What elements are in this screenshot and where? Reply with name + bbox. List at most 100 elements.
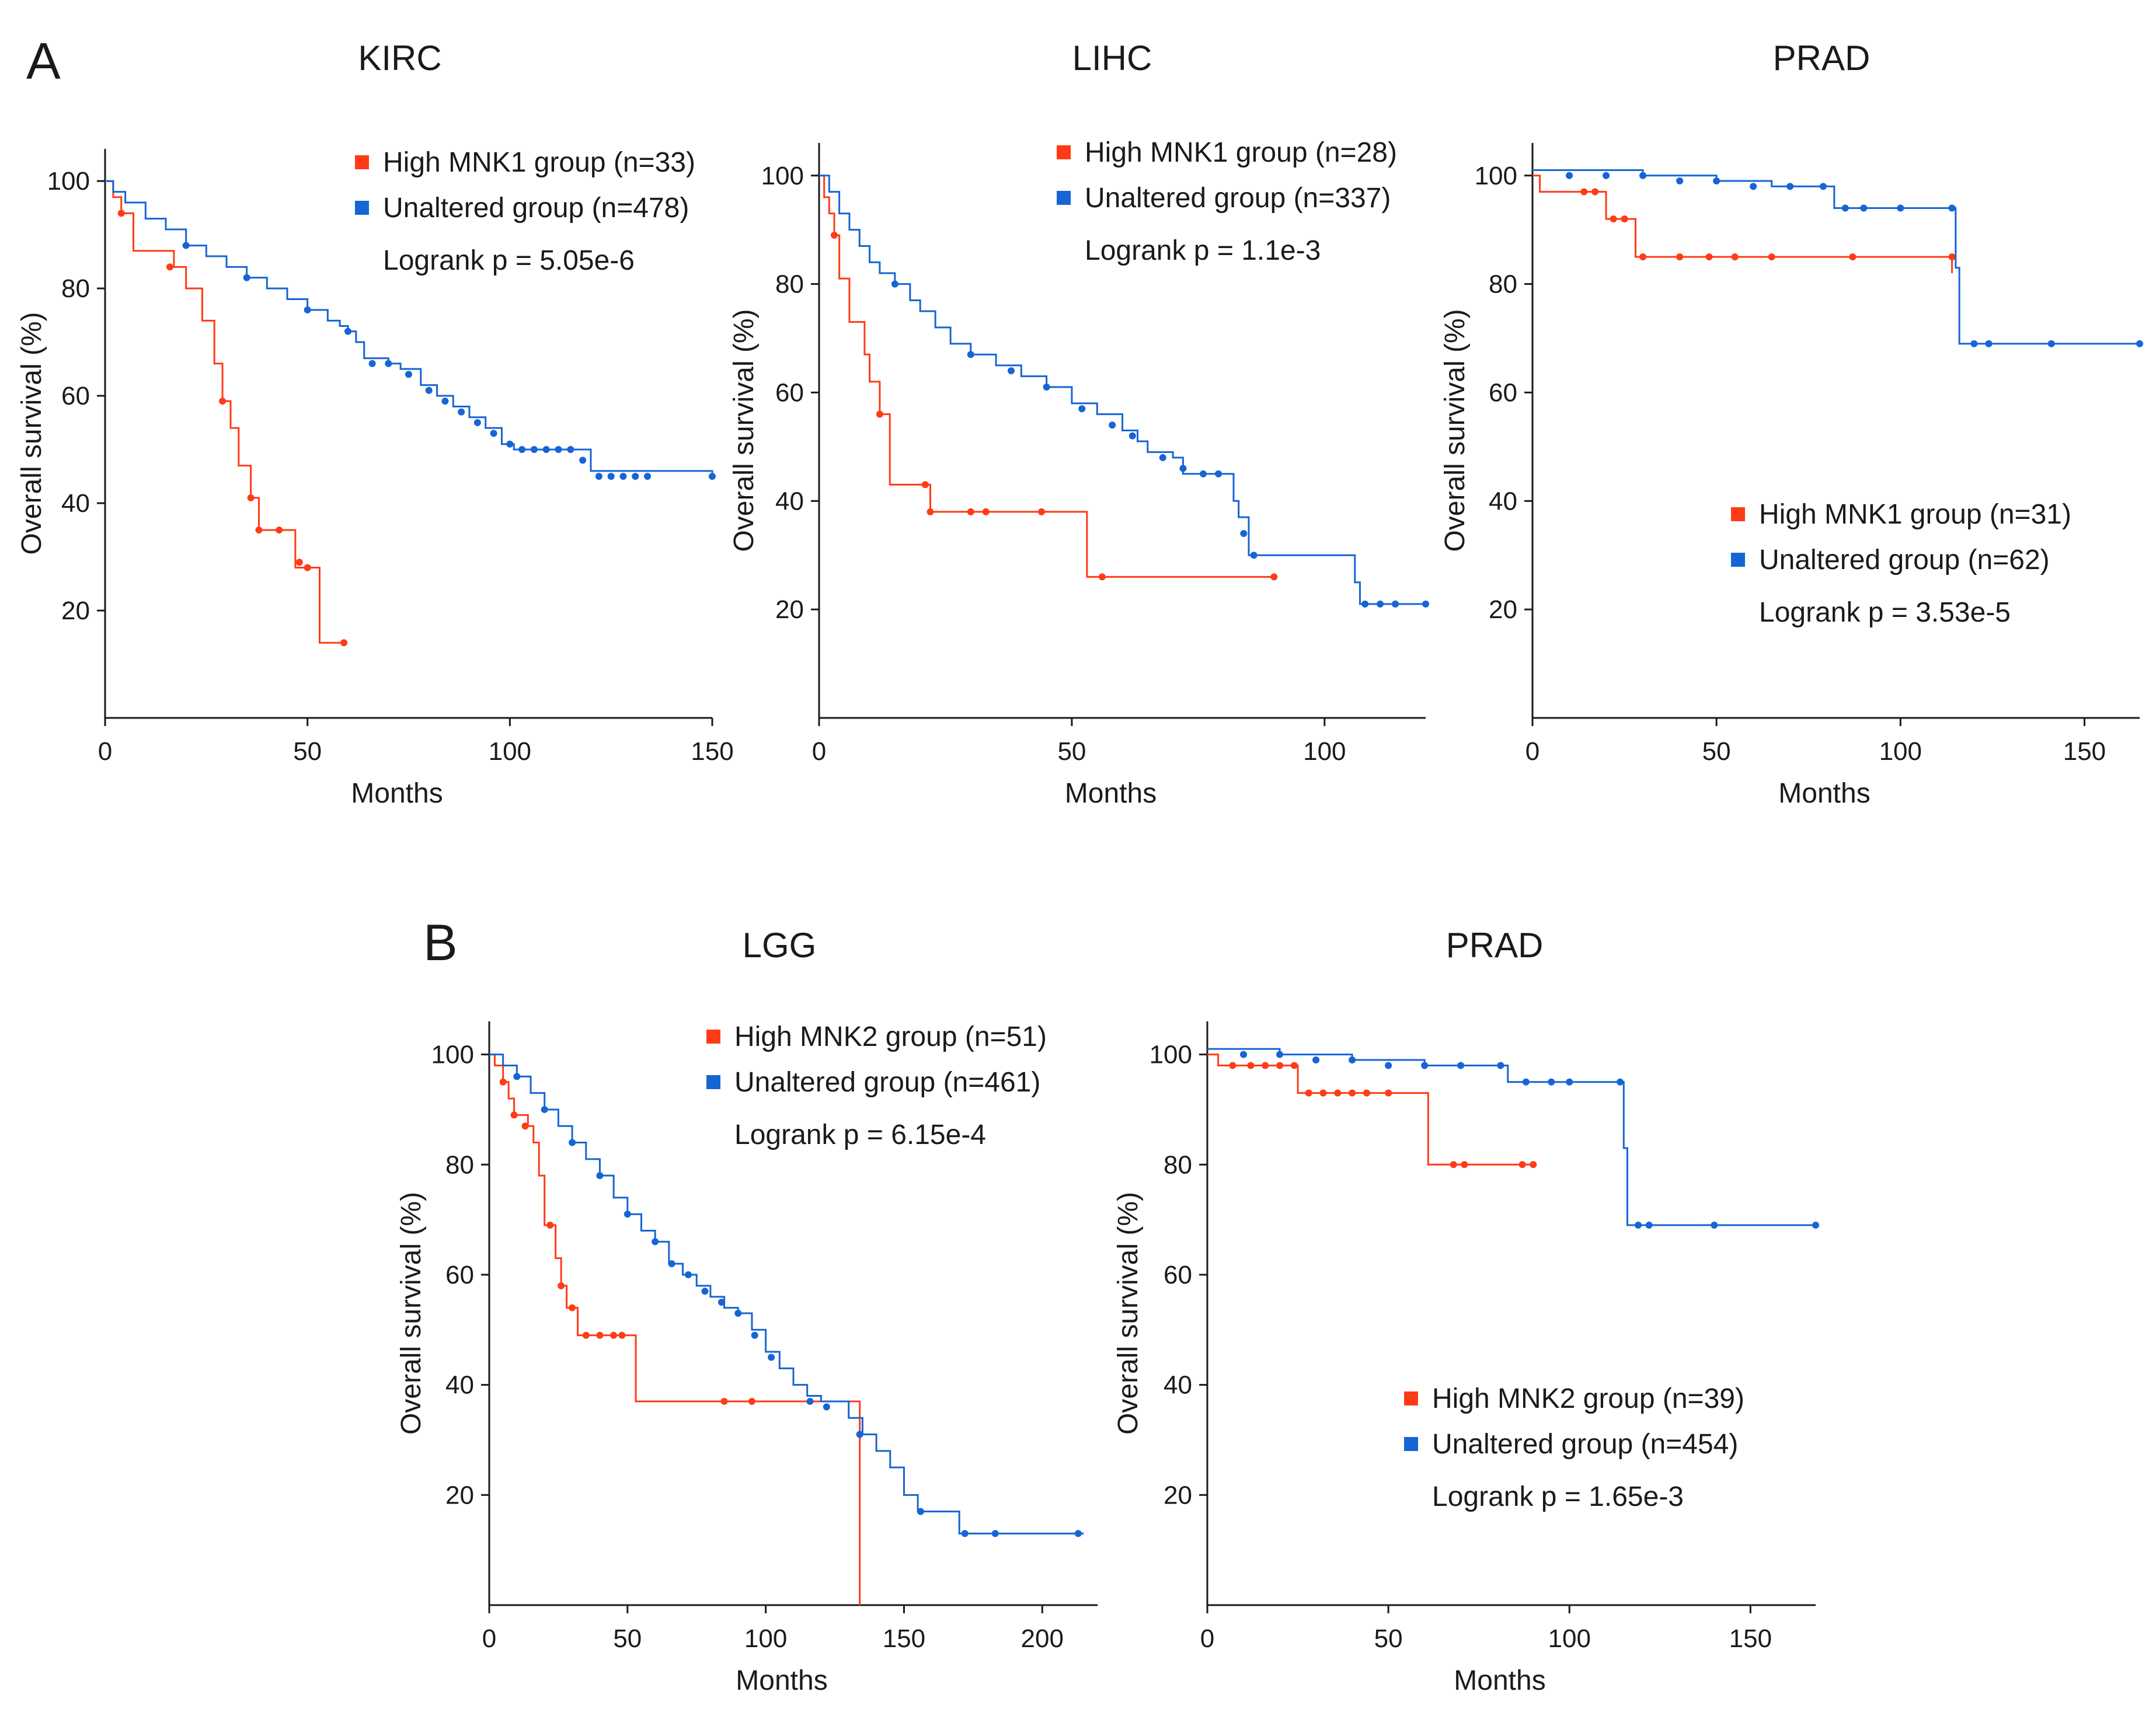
chart-1-y-tick-label: 20 [775, 595, 804, 624]
chart-4-series-0-censor-mark [1276, 1062, 1284, 1069]
chart-4-series-1-censor-mark [1457, 1062, 1465, 1069]
lgg-survival-chart: LGG 0 50 100 150 200 20 40 60 80 100 Months Overall … [396, 926, 1098, 1696]
chart-3-series-1-censor-mark [961, 1530, 969, 1537]
chart-2-series-0-censor-mark [1591, 188, 1599, 196]
chart-0-y-tick-label: 100 [47, 167, 90, 196]
chart-1-x-tick-label: 50 [1057, 737, 1086, 766]
chart-0-series-0-censor-mark [117, 210, 125, 217]
chart-4-series-1-censor-mark [1497, 1062, 1504, 1069]
chart-0-y-tick-label: 40 [61, 489, 90, 518]
chart-1-series-0-censor-mark [1098, 573, 1106, 581]
chart-4-series-0-censor-mark [1530, 1161, 1537, 1169]
chart-2-x-tick-label: 150 [2063, 737, 2106, 766]
chart-1-series-0-censor-mark [1037, 508, 1045, 515]
chart-3-series-0-censor-mark [720, 1397, 728, 1405]
chart-3-series-1-censor-mark [569, 1139, 576, 1146]
chart-3-series-1-censor-mark [1074, 1530, 1082, 1537]
chart-1-series-1-censor-mark [1109, 421, 1116, 429]
chart-1-series-1-censor-mark [1179, 465, 1187, 472]
chart-2-x-tick-label: 0 [1525, 737, 1539, 766]
chart-2-legend-swatch [1731, 553, 1745, 567]
chart-3-series-0-censor-mark [618, 1331, 626, 1339]
chart-1-series-0-censor-mark [927, 508, 934, 515]
chart-3-legend-swatch [706, 1075, 720, 1089]
chart-3-series-1-censor-mark [701, 1288, 709, 1295]
chart-3-x-tick-label: 200 [1021, 1624, 1064, 1653]
chart-3-x-tick-label: 150 [883, 1624, 925, 1653]
chart-3-title: LGG [743, 926, 817, 965]
chart-3-series-1-survival-curve [489, 1054, 1084, 1534]
chart-0-series-1-censor-mark [344, 327, 351, 335]
chart-2-legend-label: High MNK1 group (n=31) [1759, 499, 2071, 530]
prad-a-survival-chart: PRAD 0 50 100 150 20 40 60 80 100 Months Overall su… [1440, 39, 2143, 809]
chart-2-x-tick-label: 50 [1702, 737, 1731, 766]
chart-0-legend-swatch [355, 155, 369, 169]
chart-4-x-tick-label: 0 [1200, 1624, 1214, 1653]
chart-1-series-0-censor-mark [982, 508, 990, 515]
chart-1-series-1-censor-mark [1422, 600, 1429, 608]
chart-4-y-tick-label: 60 [1164, 1261, 1192, 1289]
chart-2-series-1-censor-mark [1841, 204, 1849, 212]
chart-3-legend-label: Unaltered group (n=461) [734, 1067, 1040, 1098]
chart-2-y-axis-title: Overall survival (%) [1440, 309, 1471, 552]
chart-4-y-tick-label: 80 [1164, 1150, 1192, 1179]
chart-3-series-1-censor-mark [917, 1508, 924, 1515]
chart-3-y-tick-label: 80 [445, 1150, 474, 1179]
chart-2-legend-label: Unaltered group (n=62) [1759, 545, 2050, 576]
chart-2-y-tick-label: 60 [1489, 378, 1517, 407]
chart-1-series-0-censor-mark [830, 231, 838, 239]
chart-4-series-1-censor-mark [1645, 1222, 1653, 1229]
chart-4-series-1-censor-mark [1240, 1051, 1248, 1058]
chart-2-series-0-survival-curve [1532, 175, 1953, 274]
chart-1-y-tick-label: 100 [761, 162, 804, 190]
chart-0-series-1-censor-mark [458, 408, 465, 416]
chart-0-y-axis-title: Overall survival (%) [16, 312, 47, 554]
chart-3-series-0-censor-mark [748, 1397, 755, 1405]
chart-2-series-1-censor-mark [1750, 183, 1757, 190]
chart-1-series-0-censor-mark [921, 481, 929, 489]
chart-1-y-tick-label: 80 [775, 270, 804, 299]
chart-1-series-1-censor-mark [1215, 470, 1222, 477]
chart-4-series-0-censor-mark [1229, 1062, 1237, 1069]
chart-1-x-axis-title: Months [1065, 778, 1157, 809]
chart-1-series-1-censor-mark [1377, 600, 1384, 608]
chart-0-series-0-survival-curve [105, 180, 344, 644]
chart-3-series-0-censor-mark [499, 1078, 507, 1086]
chart-1-series-1-censor-mark [1128, 432, 1136, 440]
chart-0-y-tick-label: 80 [61, 274, 90, 303]
chart-2-series-1-censor-mark [1713, 177, 1720, 185]
chart-0-x-tick-label: 0 [98, 737, 112, 766]
chart-4-y-axis-title: Overall survival (%) [1113, 1192, 1144, 1435]
chart-3-series-1-censor-mark [991, 1530, 999, 1537]
chart-1-series-1-censor-mark [967, 351, 974, 358]
chart-3-legend-label: High MNK2 group (n=51) [734, 1021, 1047, 1052]
chart-2-series-1-censor-mark [2047, 340, 2055, 347]
chart-4-y-tick-label: 100 [1150, 1041, 1192, 1069]
chart-1-legend-swatch [1057, 145, 1071, 159]
chart-2-title: PRAD [1773, 39, 1871, 78]
chart-1-series-1-censor-mark [1200, 470, 1207, 477]
chart-1-series-1-censor-mark [1008, 367, 1015, 375]
chart-2-series-1-censor-mark [1985, 340, 1993, 347]
chart-0-series-0-censor-mark [219, 397, 227, 405]
chart-0-legend-label: Unaltered group (n=478) [383, 193, 689, 224]
chart-1-series-0-survival-curve [819, 175, 1274, 578]
chart-4-series-1-censor-mark [1711, 1222, 1718, 1229]
chart-4-y-tick-label: 40 [1164, 1371, 1192, 1400]
chart-3-y-tick-label: 100 [431, 1041, 474, 1069]
chart-4-series-0-censor-mark [1385, 1089, 1392, 1097]
chart-2-y-tick-label: 100 [1475, 162, 1517, 190]
chart-0-series-0-censor-mark [166, 263, 173, 271]
chart-3-series-0-survival-curve [489, 1054, 861, 1605]
chart-4-series-1-censor-mark [1617, 1078, 1624, 1086]
chart-1-x-tick-label: 0 [812, 737, 826, 766]
chart-0-logrank-text: Logrank p = 5.05e-6 [383, 245, 635, 276]
chart-4-title: PRAD [1446, 926, 1544, 965]
chart-1-series-1-censor-mark [1078, 405, 1086, 413]
chart-1-x-tick-label: 100 [1303, 737, 1346, 766]
chart-4-series-0-survival-curve [1207, 1054, 1534, 1166]
chart-4-series-1-censor-mark [1349, 1056, 1356, 1064]
chart-3-series-0-censor-mark [510, 1111, 518, 1119]
chart-0-y-tick-label: 60 [61, 382, 90, 410]
chart-1-logrank-text: Logrank p = 1.1e-3 [1085, 235, 1321, 266]
